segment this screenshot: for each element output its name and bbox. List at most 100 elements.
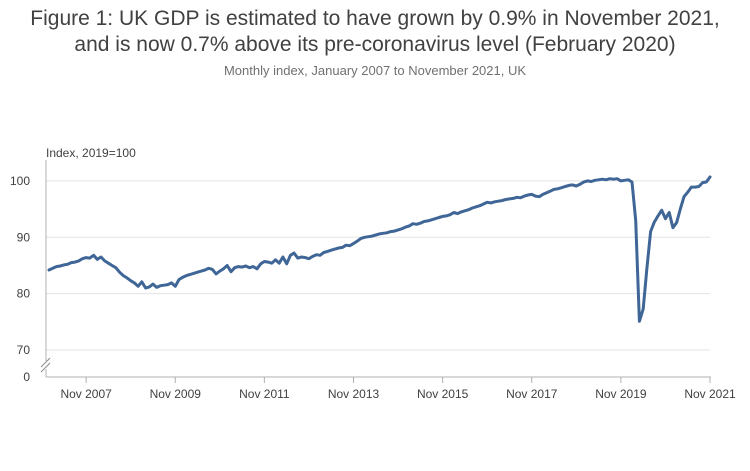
data-point xyxy=(627,179,629,181)
data-point xyxy=(698,185,700,188)
data-point xyxy=(609,178,611,180)
data-point xyxy=(148,286,150,288)
data-point xyxy=(74,261,76,263)
data-point xyxy=(59,265,61,267)
data-point xyxy=(170,282,173,284)
data-point xyxy=(397,229,399,231)
data-point xyxy=(390,231,392,233)
data-point xyxy=(300,256,303,258)
data-point xyxy=(196,271,199,273)
data-point xyxy=(367,236,369,238)
data-point xyxy=(141,281,143,283)
data-point xyxy=(494,201,496,203)
data-point xyxy=(178,278,180,281)
data-point xyxy=(393,230,395,232)
data-point xyxy=(460,211,462,213)
data-point xyxy=(189,273,191,276)
data-point xyxy=(572,184,574,186)
data-point xyxy=(245,265,247,267)
data-point xyxy=(70,262,72,264)
data-point xyxy=(107,262,109,264)
data-point xyxy=(349,245,351,247)
data-point xyxy=(315,254,317,256)
data-point xyxy=(538,196,540,198)
data-point xyxy=(672,227,674,229)
data-point xyxy=(222,268,225,270)
data-point xyxy=(122,275,124,277)
x-tick-label: Nov 2013 xyxy=(328,387,380,401)
data-point xyxy=(63,264,65,266)
data-point xyxy=(564,185,566,188)
chart-title: Figure 1: UK GDP is estimated to have gr… xyxy=(0,6,750,58)
data-point xyxy=(423,220,425,223)
data-point xyxy=(679,208,681,210)
data-point xyxy=(126,277,128,279)
data-point xyxy=(650,231,652,233)
data-point xyxy=(676,222,678,224)
data-point xyxy=(104,260,106,262)
data-point xyxy=(445,215,447,217)
data-point xyxy=(130,280,132,282)
data-point xyxy=(557,188,559,190)
data-point xyxy=(215,273,217,275)
data-point xyxy=(156,286,158,288)
y-tick-label-0: 0 xyxy=(23,370,30,384)
gridlines xyxy=(46,180,710,351)
data-point xyxy=(267,261,269,263)
data-point xyxy=(642,308,644,310)
data-point xyxy=(167,284,169,286)
data-point xyxy=(668,211,670,214)
data-point xyxy=(341,246,343,248)
data-point xyxy=(226,264,228,267)
y-tick-label-90: 90 xyxy=(17,230,31,244)
data-point xyxy=(52,267,54,269)
data-point xyxy=(449,214,451,216)
data-point xyxy=(490,202,492,204)
x-tick-label: Nov 2011 xyxy=(239,387,290,401)
data-point xyxy=(323,251,325,254)
y-axis-ticks: 0 70 80 90 100 xyxy=(10,174,30,384)
data-point xyxy=(709,176,711,178)
y-tick-label-70: 70 xyxy=(17,343,31,357)
data-point xyxy=(505,198,507,201)
data-point xyxy=(137,285,139,287)
data-point xyxy=(497,200,499,202)
data-point xyxy=(404,226,407,228)
data-point xyxy=(468,209,470,211)
data-point xyxy=(96,258,98,260)
data-point xyxy=(334,248,336,250)
data-point xyxy=(308,258,310,260)
data-point xyxy=(293,252,295,254)
data-point xyxy=(568,184,570,186)
data-point xyxy=(219,270,221,272)
data-point xyxy=(260,263,262,265)
data-point xyxy=(434,218,436,220)
data-point xyxy=(620,180,622,182)
series-group xyxy=(47,175,712,323)
data-point xyxy=(427,220,429,222)
data-point xyxy=(378,233,381,235)
data-point xyxy=(501,200,503,202)
data-point xyxy=(661,209,663,211)
data-point xyxy=(601,178,603,180)
data-point xyxy=(486,201,488,203)
y-tick-label-80: 80 xyxy=(17,287,31,301)
data-point xyxy=(386,232,388,234)
data-point xyxy=(694,186,696,188)
x-tick-label: Nov 2021 xyxy=(684,387,736,401)
data-point xyxy=(208,267,210,269)
data-point xyxy=(702,182,704,184)
data-point xyxy=(419,222,421,224)
x-tick-label: Nov 2009 xyxy=(150,387,202,401)
data-point xyxy=(594,179,596,181)
y-tick-label-100: 100 xyxy=(10,174,30,188)
data-point xyxy=(200,270,202,272)
data-point xyxy=(330,249,332,251)
data-point xyxy=(356,240,358,242)
chart-subtitle: Monthly index, January 2007 to November … xyxy=(223,63,527,78)
data-point xyxy=(360,237,362,239)
x-axis: Nov 2007 Nov 2009 Nov 2011 Nov 2013 Nov 2015… xyxy=(40,160,736,401)
data-point xyxy=(81,258,83,260)
data-point xyxy=(282,256,284,258)
data-point xyxy=(479,205,481,207)
